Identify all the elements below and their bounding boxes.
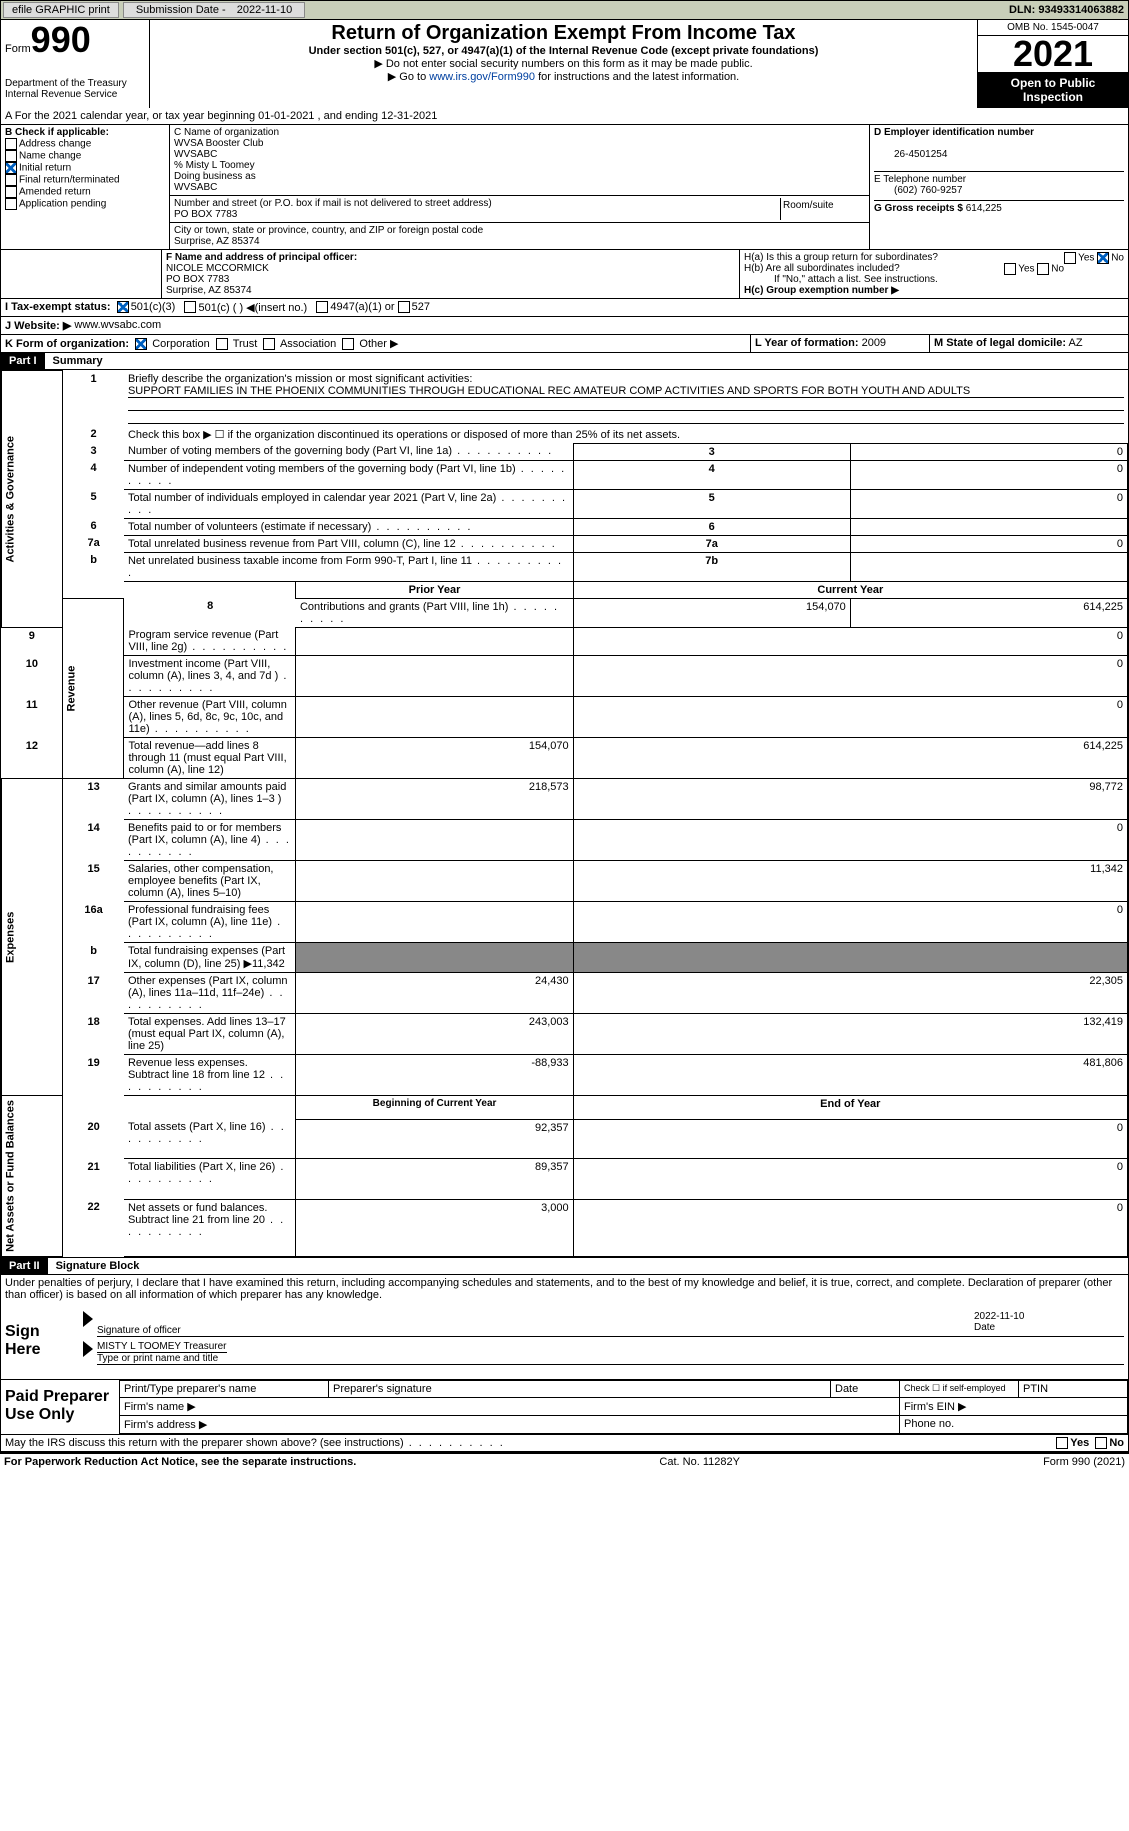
part2-hdr: Part IISignature Block: [0, 1258, 1129, 1275]
irs-link[interactable]: www.irs.gov/Form990: [429, 71, 535, 83]
arrow-icon: [83, 1341, 93, 1357]
page-footer: For Paperwork Reduction Act Notice, see …: [0, 1452, 1129, 1470]
form-990: 990: [31, 19, 91, 60]
group-return-no[interactable]: [1097, 252, 1109, 264]
activities-label: Activities & Governance: [2, 371, 63, 628]
initial-return-check[interactable]: [5, 162, 17, 174]
form-subtitle: Under section 501(c), 527, or 4947(a)(1)…: [152, 45, 975, 57]
netassets-label: Net Assets or Fund Balances: [2, 1096, 63, 1257]
section-bcd: B Check if applicable: Address change Na…: [0, 125, 1129, 250]
section-i: I Tax-exempt status: 501(c)(3) 501(c) ( …: [0, 299, 1129, 317]
note2: ▶ Go to www.irs.gov/Form990 for instruct…: [152, 70, 975, 83]
irs: Internal Revenue Service: [5, 89, 145, 100]
summary-table: Activities & Governance 1 Briefly descri…: [0, 370, 1129, 1258]
section-j: J Website: ▶ www.wvsabc.com: [0, 317, 1129, 335]
paid-preparer: Paid Preparer Use Only Print/Type prepar…: [0, 1380, 1129, 1435]
tax-year: 2021: [978, 36, 1128, 72]
note1: ▶ Do not enter social security numbers o…: [152, 57, 975, 70]
sign-here: Sign Here Signature of officer 2022-11-1…: [0, 1303, 1129, 1380]
revenue-label: Revenue: [63, 598, 124, 779]
irs-discuss: May the IRS discuss this return with the…: [0, 1435, 1129, 1452]
declaration: Under penalties of perjury, I declare th…: [0, 1275, 1129, 1303]
subdate-btn[interactable]: Submission Date - 2022-11-10: [123, 2, 305, 18]
section-klm: K Form of organization: Corporation Trus…: [0, 335, 1129, 353]
form-label: Form: [5, 43, 31, 55]
section-b: B Check if applicable: Address change Na…: [1, 125, 170, 249]
open-inspection: Open to Public Inspection: [978, 72, 1128, 108]
form-header: Form990 Department of the Treasury Inter…: [0, 20, 1129, 108]
expenses-label: Expenses: [2, 779, 63, 1096]
section-c: C Name of organization WVSA Booster Club…: [170, 125, 869, 249]
top-toolbar: efile GRAPHIC print Submission Date - 20…: [0, 0, 1129, 20]
section-a: A For the 2021 calendar year, or tax yea…: [0, 108, 1129, 125]
efile-btn[interactable]: efile GRAPHIC print: [3, 2, 119, 18]
arrow-icon: [83, 1311, 93, 1327]
part1-hdr: Part ISummary: [0, 353, 1129, 370]
dept: Department of the Treasury: [5, 78, 145, 89]
form-title: Return of Organization Exempt From Incom…: [152, 22, 975, 45]
section-fh: F Name and address of principal officer:…: [0, 250, 1129, 299]
section-deg: D Employer identification number 26-4501…: [869, 125, 1128, 249]
corp-check[interactable]: [135, 338, 147, 350]
501c3-check[interactable]: [117, 301, 129, 313]
dln: DLN: 93493314063882: [1005, 4, 1128, 16]
